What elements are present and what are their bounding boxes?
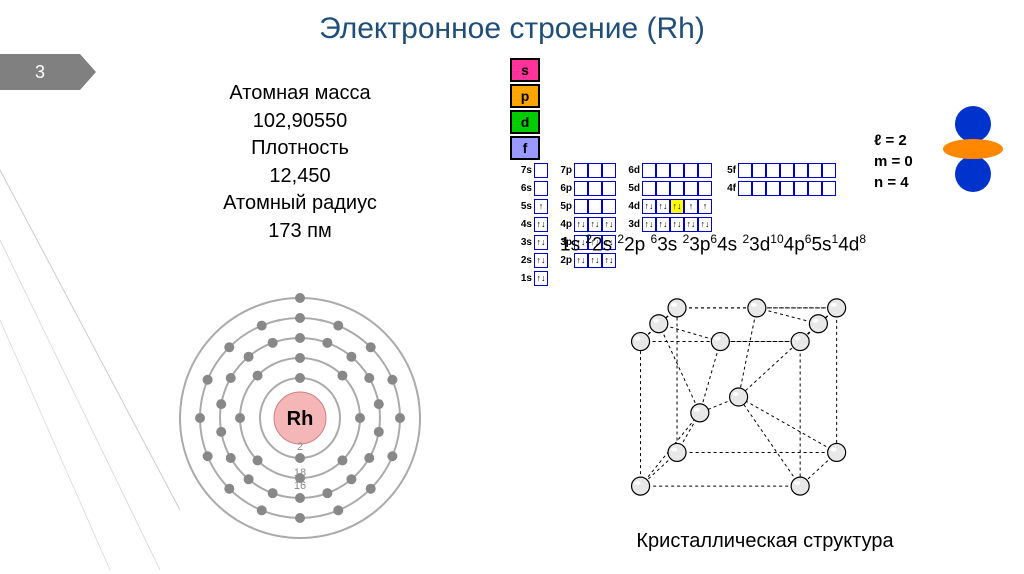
orbital-legend: spdf — [510, 58, 544, 162]
svg-text:2: 2 — [297, 441, 303, 453]
legend-item-f: f — [510, 136, 544, 160]
svg-text:18: 18 — [294, 467, 306, 479]
orbital-3d-icon — [938, 104, 1008, 199]
quantum-l: ℓ = 2 — [874, 130, 913, 151]
legend-item-s: s — [510, 58, 544, 82]
atom-model: Rh 2818161 — [160, 278, 440, 563]
legend-item-p: p — [510, 84, 544, 108]
orbital-diagram: 7s6s5s↑4s↑↓3s↑↓2s↑↓1s↑↓7p6p5p4p↑↓↑↓↑↓3p↑… — [516, 162, 844, 288]
crystal-label: Кристаллическая структура — [600, 530, 930, 553]
quantum-n: n = 4 — [874, 172, 913, 193]
svg-text:Rh: Rh — [287, 408, 314, 430]
page-number: 3 — [0, 54, 80, 90]
mass-value: 102,90550 — [170, 108, 430, 136]
svg-text:16: 16 — [294, 480, 306, 492]
density-label: Плотность — [170, 135, 430, 163]
page-number-marker: 3 — [0, 54, 96, 90]
quantum-m: m = 0 — [874, 151, 913, 172]
mass-label: Атомная масса — [170, 80, 430, 108]
svg-text:8: 8 — [297, 454, 303, 466]
page-number-arrow — [80, 54, 96, 90]
quantum-numbers: ℓ = 2 m = 0 n = 4 — [874, 130, 913, 193]
svg-text:1: 1 — [297, 493, 303, 505]
decorative-lines — [0, 150, 180, 570]
properties-block: Атомная масса 102,90550 Плотность 12,450… — [170, 80, 430, 246]
radius-label: Атомный радиус — [170, 190, 430, 218]
density-value: 12,450 — [170, 163, 430, 191]
legend-item-d: d — [510, 110, 544, 134]
electron-configuration: 1s 22s 22p 63s 23p64s 23d104p65s14d8 — [560, 232, 866, 256]
crystal-structure — [620, 282, 890, 527]
page-title: Электронное строение (Rh) — [0, 0, 1024, 46]
radius-value: 173 пм — [170, 218, 430, 246]
